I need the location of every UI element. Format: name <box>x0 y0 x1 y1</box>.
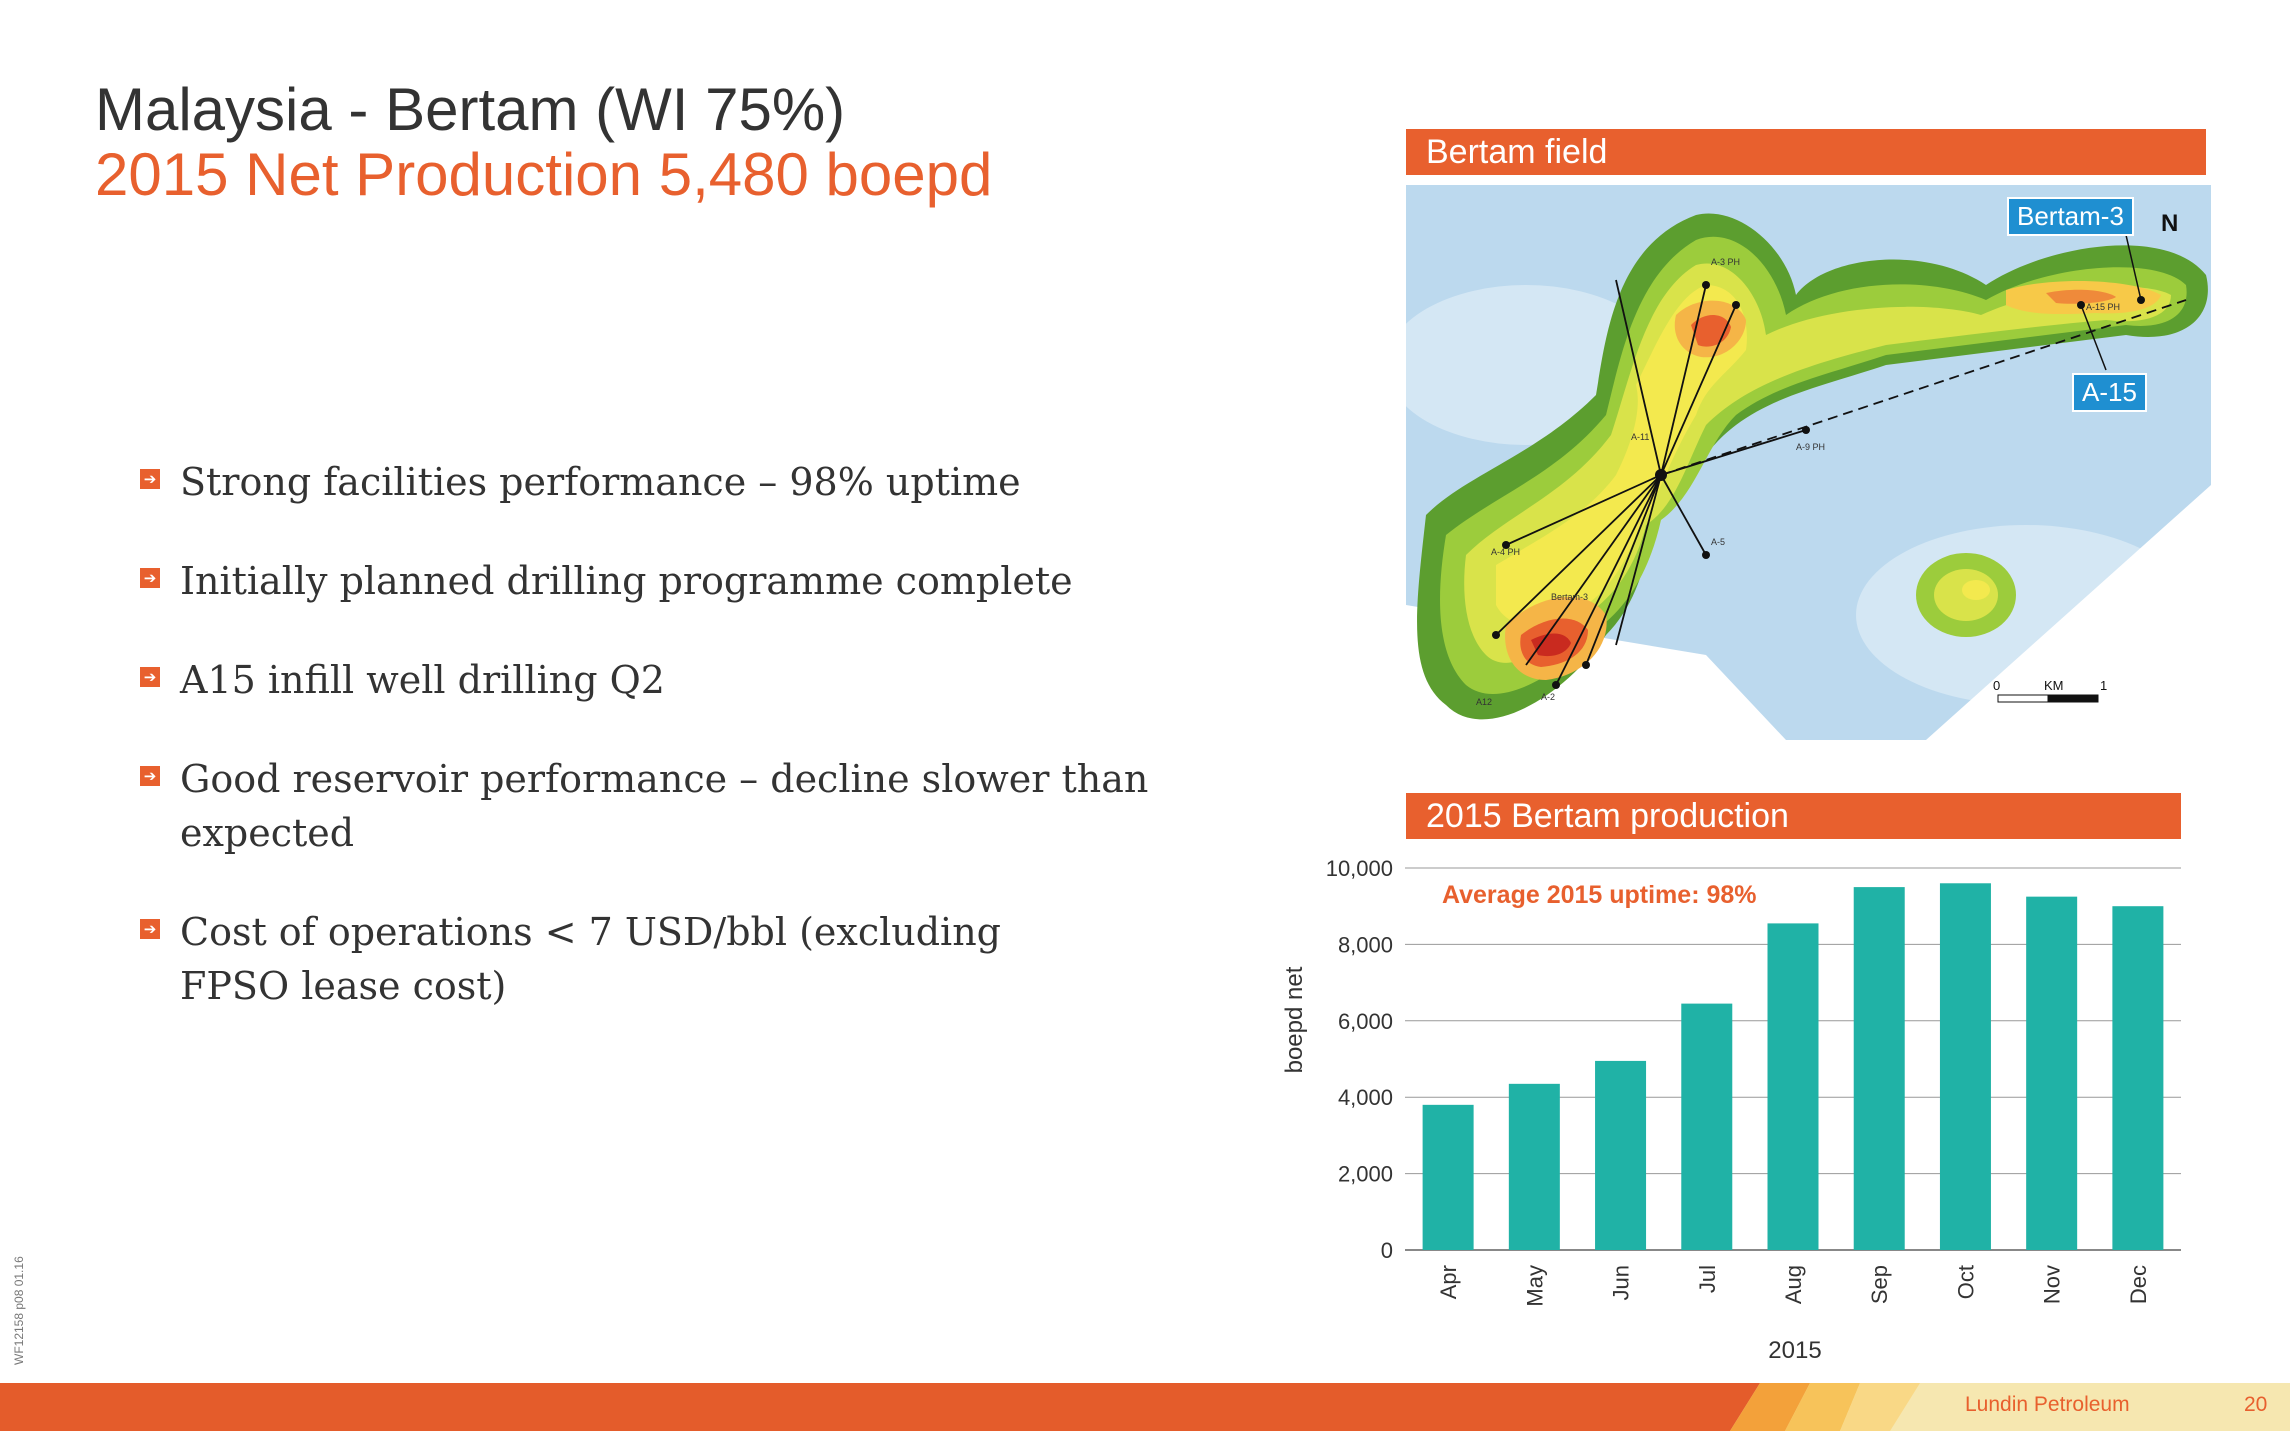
bar-sep <box>1853 887 1905 1250</box>
map-header: Bertam field <box>1406 129 2206 175</box>
scale-unit: KM <box>2044 678 2064 693</box>
footer-brand: Lundin Petroleum <box>1965 1393 2130 1416</box>
production-bar-chart: 0 2,000 4,000 6,000 8,000 10,000 Apr May Jun Jul A… <box>1281 856 2181 1364</box>
well-label: A-2 <box>1541 692 1555 702</box>
bullet-text: A15 infill well drilling Q2 <box>180 658 665 702</box>
page-number: 20 <box>2244 1393 2268 1416</box>
page-subtitle: 2015 Net Production 5,480 boepd <box>95 141 993 208</box>
well-label: A-5 <box>1711 537 1725 547</box>
x-tick-label: May <box>1522 1265 1547 1307</box>
x-tick-label: Sep <box>1867 1265 1892 1304</box>
callout-a15: A-15 <box>2072 373 2147 412</box>
north-arrow-icon: N <box>2161 210 2179 237</box>
x-tick-label: Jun <box>1609 1265 1634 1300</box>
x-tick-label: Jul <box>1695 1265 1720 1293</box>
y-tick-label: 10,000 <box>1326 856 1393 881</box>
bullet-text: Strong facilities performance – 98% upti… <box>180 460 1021 504</box>
x-tick-label: Apr <box>1436 1265 1461 1299</box>
scale-end: 1 <box>2100 678 2108 693</box>
scale-start: 0 <box>1993 678 2001 693</box>
chart-header: 2015 Bertam production <box>1406 793 2181 839</box>
well-label: A12 <box>1476 697 1492 707</box>
footer-decoration <box>1690 1383 2290 1431</box>
bar-may <box>1508 1083 1560 1250</box>
bullet-text: Cost of operations < 7 USD/bbl (excludin… <box>180 910 1002 1008</box>
well-label: Bertam-3 <box>1551 592 1588 602</box>
bar-jun <box>1595 1060 1647 1250</box>
x-tick-label: Nov <box>2040 1265 2065 1304</box>
bar-dec <box>2112 906 2164 1250</box>
x-axis-label: 2015 <box>1768 1337 1821 1364</box>
page-title: Malaysia - Bertam (WI 75%) <box>95 76 846 143</box>
well-label: A-4 PH <box>1491 547 1520 557</box>
y-tick-label: 2,000 <box>1338 1162 1393 1187</box>
bullet-item: ➔ Strong facilities performance – 98% upt… <box>140 455 1290 509</box>
well-label: A-15 PH <box>2086 302 2120 312</box>
y-tick-label: 6,000 <box>1338 1009 1393 1034</box>
bar-oct <box>1939 883 1991 1250</box>
well-label: A-9 PH <box>1796 442 1825 452</box>
bullet-item: ➔ Cost of operations < 7 USD/bbl (excludi… <box>140 905 1080 1013</box>
document-code: WF12158 p08 01.16 <box>12 1256 26 1365</box>
callout-bertam3: Bertam-3 <box>2007 197 2134 236</box>
x-tick-label: Aug <box>1781 1265 1806 1304</box>
arrow-bullet-icon: ➔ <box>140 469 160 489</box>
bullet-text: Good reservoir performance – decline slo… <box>180 757 1149 855</box>
y-tick-label: 0 <box>1381 1238 1393 1263</box>
chart-annotation: Average 2015 uptime: 98% <box>1442 881 1757 909</box>
arrow-bullet-icon: ➔ <box>140 667 160 687</box>
arrow-bullet-icon: ➔ <box>140 766 160 786</box>
x-tick-label: Dec <box>2126 1265 2151 1304</box>
y-tick-label: 4,000 <box>1338 1085 1393 1110</box>
bar-aug <box>1767 923 1819 1250</box>
well-label: A-11 <box>1631 432 1649 442</box>
arrow-bullet-icon: ➔ <box>140 568 160 588</box>
y-axis-label: boepd net <box>1281 966 1308 1073</box>
bertam-field-map: A-4 PH A-9 PH A-5 A-11 A12 A-2 A-3 PH Be… <box>1406 185 2211 740</box>
bar-jul <box>1681 1003 1733 1250</box>
bullet-item: ➔ Good reservoir performance – decline sl… <box>140 752 1290 860</box>
bar-apr <box>1422 1104 1474 1250</box>
bullet-list: ➔ Strong facilities performance – 98% upt… <box>140 455 1290 1058</box>
bullet-item: ➔ Initially planned drilling programme co… <box>140 554 1290 608</box>
bullet-text: Initially planned drilling programme com… <box>180 559 1073 603</box>
bar-nov <box>2026 896 2078 1250</box>
y-tick-label: 8,000 <box>1338 932 1393 957</box>
bullet-item: ➔ A15 infill well drilling Q2 <box>140 653 1290 707</box>
well-label: A-3 PH <box>1711 257 1740 267</box>
arrow-bullet-icon: ➔ <box>140 919 160 939</box>
x-tick-label: Oct <box>1953 1265 1978 1299</box>
